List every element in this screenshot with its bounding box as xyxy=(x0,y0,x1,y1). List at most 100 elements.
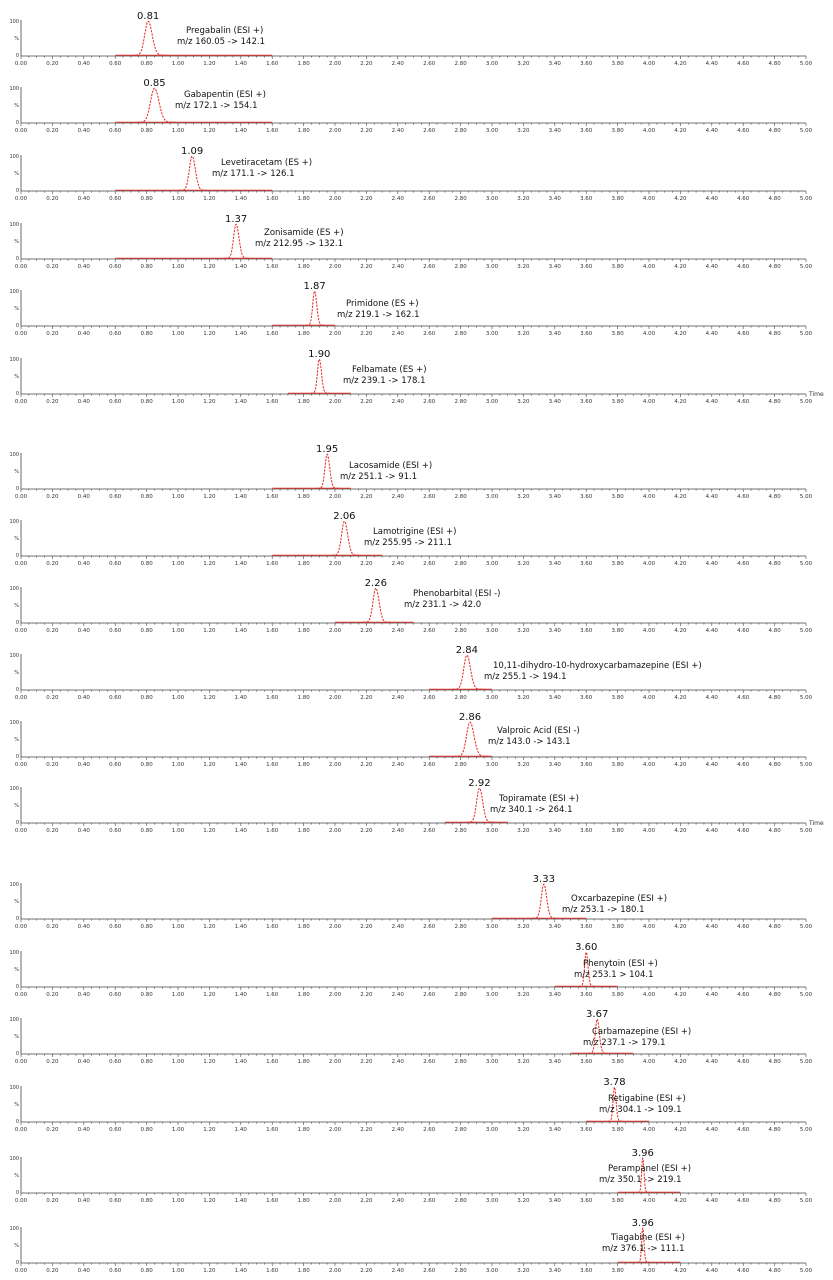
x-tick-label: 0.60 xyxy=(109,561,122,567)
y-tick-label: 0 xyxy=(16,620,19,626)
y-tick-label: 0 xyxy=(16,53,19,59)
x-tick-label: 2.40 xyxy=(392,128,405,134)
x-tick-label: 4.00 xyxy=(643,494,656,500)
transition-label: m/z 376.1 -> 111.1 xyxy=(602,1244,685,1254)
x-tick-label: 1.80 xyxy=(297,561,310,567)
y-tick-label: 100 xyxy=(9,154,19,160)
x-tick-label: 0.80 xyxy=(140,828,153,834)
x-tick-label: 3.20 xyxy=(517,399,530,405)
x-tick-label: 4.20 xyxy=(674,494,687,500)
x-tick-label: 1.00 xyxy=(172,128,185,134)
y-tick-label: 0 xyxy=(16,256,19,262)
x-tick-label: 0.60 xyxy=(109,399,122,405)
x-tick-label: 4.60 xyxy=(737,561,750,567)
x-tick-label: 1.00 xyxy=(172,992,185,998)
transition-label: m/z 212.95 -> 132.1 xyxy=(255,239,343,249)
x-tick-label: 0.20 xyxy=(46,196,59,202)
transition-label: m/z 253.1 > 104.1 xyxy=(574,970,654,980)
x-tick-label: 2.00 xyxy=(329,61,342,67)
x-tick-label: 0.20 xyxy=(46,924,59,930)
x-tick-label: 4.60 xyxy=(737,494,750,500)
x-tick-label: 4.60 xyxy=(737,828,750,834)
compound-label: Tiagabine (ESI +) xyxy=(610,1233,685,1243)
x-tick-label: 4.80 xyxy=(768,762,781,768)
y-tick-label: 0 xyxy=(16,120,19,126)
x-tick-label: 1.80 xyxy=(297,628,310,634)
x-tick-label: 1.40 xyxy=(235,399,248,405)
y-tick-label: % xyxy=(14,1173,19,1179)
y-tick-label: 100 xyxy=(9,1156,19,1162)
x-tick-label: 4.00 xyxy=(643,1059,656,1065)
x-tick-label: 0.80 xyxy=(140,561,153,567)
x-tick-label: 1.00 xyxy=(172,264,185,270)
x-tick-label: 2.60 xyxy=(423,762,436,768)
x-tick-label: 5.00 xyxy=(800,992,813,998)
compound-label: Phenytoin (ESI +) xyxy=(583,959,658,969)
y-tick-label: 100 xyxy=(9,19,19,25)
x-tick-label: 0.40 xyxy=(78,695,91,701)
x-tick-label: 0.00 xyxy=(15,61,28,67)
x-tick-label: 2.60 xyxy=(423,264,436,270)
x-tick-label: 2.60 xyxy=(423,494,436,500)
x-tick-label: 0.00 xyxy=(15,1198,28,1204)
x-tick-label: 2.40 xyxy=(392,924,405,930)
x-tick-label: 3.80 xyxy=(611,61,624,67)
x-tick-label: 2.20 xyxy=(360,128,373,134)
x-tick-label: 2.60 xyxy=(423,61,436,67)
x-tick-label: 4.80 xyxy=(768,924,781,930)
x-tick-label: 3.60 xyxy=(580,1127,593,1133)
x-tick-label: 4.40 xyxy=(706,762,719,768)
x-tick-label: 3.40 xyxy=(549,628,562,634)
x-tick-label: 4.00 xyxy=(643,1198,656,1204)
x-tick-label: 2.40 xyxy=(392,1268,405,1274)
x-tick-label: 1.20 xyxy=(203,1127,216,1133)
x-tick-label: 0.80 xyxy=(140,494,153,500)
x-tick-label: 3.20 xyxy=(517,828,530,834)
x-tick-label: 0.40 xyxy=(78,1059,91,1065)
y-tick-label: 0 xyxy=(16,486,19,492)
transition-label: m/z 143.0 -> 143.1 xyxy=(488,737,571,747)
x-tick-label: 2.60 xyxy=(423,1268,436,1274)
chromatogram-panel: 100% 0 0.00 0.20 0.40 0.60 0.80 1.00 1.20 1.40 1.6… xyxy=(9,511,812,567)
y-tick-label: 100 xyxy=(9,222,19,228)
x-tick-label: 0.80 xyxy=(140,331,153,337)
x-tick-label: 0.60 xyxy=(109,331,122,337)
x-tick-label: 3.80 xyxy=(611,762,624,768)
x-tick-label: 5.00 xyxy=(800,1268,813,1274)
x-tick-label: 0.00 xyxy=(15,992,28,998)
x-tick-label: 4.40 xyxy=(706,992,719,998)
x-tick-label: 0.20 xyxy=(46,762,59,768)
x-tick-label: 2.60 xyxy=(423,628,436,634)
peak-trace xyxy=(454,722,489,756)
x-tick-label: 4.80 xyxy=(768,561,781,567)
retention-time-label: 3.33 xyxy=(533,874,555,885)
y-tick-label: 0 xyxy=(16,916,19,922)
x-tick-label: 4.40 xyxy=(706,264,719,270)
x-tick-label: 3.00 xyxy=(486,264,499,270)
x-tick-label: 2.00 xyxy=(329,992,342,998)
x-tick-label: 3.00 xyxy=(486,828,499,834)
x-tick-label: 3.60 xyxy=(580,196,593,202)
x-tick-label: 1.00 xyxy=(172,762,185,768)
x-tick-label: 2.40 xyxy=(392,695,405,701)
x-tick-label: 2.00 xyxy=(329,399,342,405)
transition-label: m/z 255.95 -> 211.1 xyxy=(364,538,452,548)
x-tick-label: 2.00 xyxy=(329,494,342,500)
x-tick-label: 4.00 xyxy=(643,992,656,998)
x-tick-label: 4.20 xyxy=(674,1198,687,1204)
x-tick-label: 4.40 xyxy=(706,494,719,500)
x-tick-label: 3.00 xyxy=(486,331,499,337)
x-tick-label: 2.80 xyxy=(454,61,467,67)
x-tick-label: 3.20 xyxy=(517,992,530,998)
x-tick-label: 3.20 xyxy=(517,264,530,270)
x-tick-label: 1.80 xyxy=(297,695,310,701)
x-tick-label: 4.20 xyxy=(674,264,687,270)
x-tick-label: 0.20 xyxy=(46,628,59,634)
x-tick-label: 4.40 xyxy=(706,196,719,202)
retention-time-label: 2.84 xyxy=(456,645,478,656)
y-tick-label: % xyxy=(14,670,19,676)
x-tick-label: 1.40 xyxy=(235,695,248,701)
x-tick-label: 1.80 xyxy=(297,1268,310,1274)
x-tick-label: 1.60 xyxy=(266,264,279,270)
x-tick-label: 2.80 xyxy=(454,196,467,202)
